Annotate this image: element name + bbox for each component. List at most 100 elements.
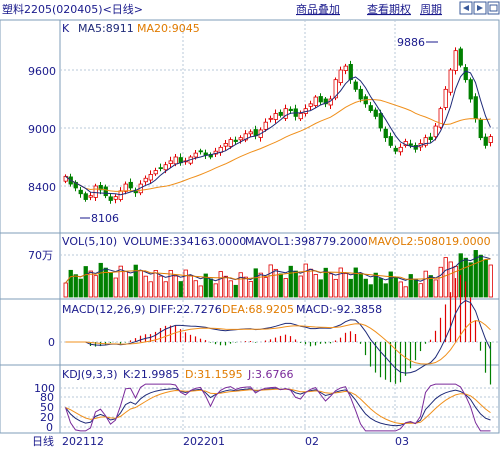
kdj-y-tick-100: 100 xyxy=(34,382,55,395)
volume-bar xyxy=(123,270,128,298)
x-tick-202201: 202201 xyxy=(183,435,225,448)
volume-bar xyxy=(233,284,238,298)
candle-body xyxy=(378,113,383,129)
candle-body xyxy=(448,69,453,93)
volume-bar xyxy=(258,272,263,298)
candle-body xyxy=(388,136,393,146)
volume-bar xyxy=(338,267,343,298)
volume-bar xyxy=(93,275,98,298)
volume-bar xyxy=(423,270,428,298)
candle-body xyxy=(73,181,78,189)
candle-body xyxy=(173,156,178,165)
link-overlay[interactable]: 商品叠加 xyxy=(296,2,340,16)
ma20-label: MA20:9045 xyxy=(137,22,200,35)
volume-bar xyxy=(158,275,163,298)
volume-bar xyxy=(288,265,293,298)
volume-bar xyxy=(203,273,208,298)
y-tick-9000: 9000 xyxy=(28,123,56,136)
arrow-left-icon[interactable] xyxy=(459,1,473,15)
candle-body xyxy=(458,48,463,66)
candle-body xyxy=(438,108,443,128)
candle-body xyxy=(283,108,288,119)
volume-bar xyxy=(383,283,388,298)
k-value: K:21.9985 xyxy=(123,368,179,381)
volume-bar xyxy=(108,272,113,298)
volume-bar xyxy=(403,286,408,298)
candle-body xyxy=(168,160,173,164)
volume-bar xyxy=(113,277,118,298)
candle-body xyxy=(453,50,458,71)
kdj-y-tick-0: 0 xyxy=(46,421,53,434)
candle-body xyxy=(478,119,483,139)
candle-body xyxy=(433,125,438,138)
volume-bar xyxy=(308,268,313,298)
candle-body xyxy=(153,170,158,175)
volume-bar xyxy=(118,265,123,298)
volume-bar xyxy=(333,278,338,298)
mavol1-value: MAVOL1:398779.2000 xyxy=(245,235,368,248)
candle-body xyxy=(488,136,493,143)
volume-bar xyxy=(153,270,158,298)
volume-bar xyxy=(313,274,318,298)
link-period[interactable]: 周期 xyxy=(420,3,442,16)
volume-bar xyxy=(223,275,228,298)
j-line xyxy=(65,383,491,432)
arrow-right-icon[interactable] xyxy=(473,1,487,15)
dea-value: DEA:68.9205 xyxy=(222,303,294,316)
candle-body xyxy=(483,136,488,146)
expand-icon[interactable] xyxy=(487,1,500,15)
k-label: K xyxy=(62,22,70,35)
candle-body xyxy=(373,109,378,117)
volume-bar xyxy=(443,257,448,298)
candle-body xyxy=(243,133,248,141)
link-options[interactable]: 查看期权 xyxy=(367,2,411,16)
candle-body xyxy=(228,139,233,147)
volume-bar xyxy=(188,275,193,298)
j-value: J:3.6766 xyxy=(247,368,293,381)
volume-bar xyxy=(73,274,78,298)
candle-body xyxy=(88,195,93,198)
candle-body xyxy=(323,98,328,105)
candle-body xyxy=(108,196,113,201)
volume-bar xyxy=(483,259,488,298)
volume-bar xyxy=(323,267,328,298)
x-tick-02: 02 xyxy=(305,435,319,448)
ma5-label: MA5:8911 xyxy=(78,22,134,35)
macd-y-tick: 0 xyxy=(48,336,55,349)
volume-bar xyxy=(378,278,383,298)
volume-bar xyxy=(368,284,373,298)
vol-label: VOL(5,10) xyxy=(62,235,117,248)
candle-body xyxy=(193,152,198,158)
candle-body xyxy=(393,147,398,152)
low-annotation: 8106 xyxy=(91,212,119,225)
volume-bar xyxy=(283,278,288,298)
volume-bar xyxy=(448,261,453,298)
volume-bar xyxy=(228,280,233,298)
volume-bar xyxy=(263,277,268,298)
ma20-line xyxy=(65,98,491,192)
mavol2-line xyxy=(65,258,491,284)
x-tick-03: 03 xyxy=(395,435,409,448)
volume-bar xyxy=(198,285,203,298)
kdj-y-tick-20: 20 xyxy=(40,411,54,424)
candle-body xyxy=(143,177,148,183)
candle-body xyxy=(163,164,168,171)
macd-label: MACD(12,26,9) xyxy=(62,303,146,316)
volume-bar xyxy=(278,273,283,298)
volume-bar xyxy=(63,282,68,298)
volume-bar xyxy=(433,279,438,298)
candle-body xyxy=(113,196,118,200)
volume-bar xyxy=(173,275,178,298)
candle-body xyxy=(313,96,318,106)
candle-body xyxy=(263,121,268,130)
volume-bar xyxy=(418,283,423,298)
volume-bar xyxy=(293,270,298,298)
chart-title: 塑料2205(020405)<日线> xyxy=(2,2,143,16)
dea-line xyxy=(65,319,491,365)
volume-bar xyxy=(98,262,103,298)
volume-bar xyxy=(298,275,303,298)
volume-bar xyxy=(128,276,133,298)
diff-line xyxy=(65,299,491,374)
candle-body xyxy=(423,137,428,146)
